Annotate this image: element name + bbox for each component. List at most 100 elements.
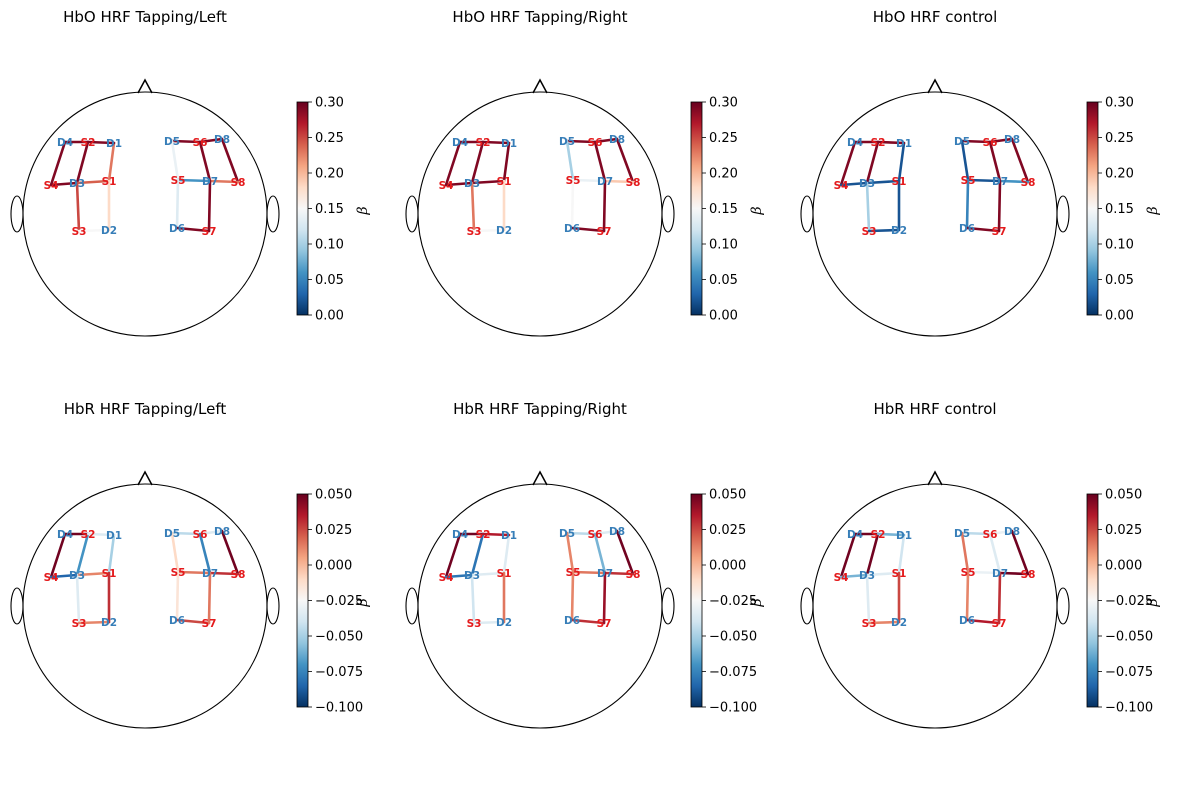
nose	[927, 78, 943, 94]
optode-label-d7: D7	[202, 568, 218, 580]
optode-label-d4: D4	[452, 137, 468, 149]
colorbar-tick-label: 0.20	[315, 167, 344, 182]
colorbar-tick-label: −0.075	[709, 665, 757, 680]
colorbar	[296, 101, 309, 316]
channel-s1-d1	[502, 533, 511, 575]
optode-label-d1: D1	[106, 138, 122, 150]
colorbar-tick-label: −0.100	[1105, 701, 1153, 716]
optode-label-s7: S7	[202, 618, 217, 630]
colorbar-tick-label: 0.10	[709, 238, 738, 253]
channel-s6-d7	[593, 532, 607, 575]
colorbar-tick-label: 0.00	[709, 309, 738, 324]
channel-s6-d7	[988, 140, 1002, 183]
channel-s5-d6	[175, 570, 180, 622]
channel-s5-d5	[960, 139, 970, 182]
channel-s1-d1	[897, 141, 906, 183]
channel-s1-d3	[470, 179, 506, 185]
optode-label-s5: S5	[961, 567, 976, 579]
optode-label-d2: D2	[496, 225, 512, 237]
optode-label-d4: D4	[57, 529, 73, 541]
channel-s4-d4	[49, 140, 67, 187]
optode-label-s8: S8	[626, 569, 641, 581]
optode-label-s6: S6	[588, 137, 603, 149]
colorbar-tick-label: 0.15	[709, 202, 738, 217]
channel-s2-d1	[876, 140, 906, 145]
channel-s7-d6	[570, 618, 606, 625]
optode-label-d8: D8	[214, 526, 230, 538]
colorbar-tick-label: 0.05	[1105, 273, 1134, 288]
channel-s4-d4	[444, 140, 462, 187]
channel-s6-d8	[198, 137, 224, 144]
optode-label-d6: D6	[169, 615, 185, 627]
channel-s3-d3	[470, 573, 476, 625]
optode-label-d3: D3	[464, 570, 480, 582]
optode-label-s4: S4	[44, 180, 59, 192]
channel-s2-d3	[75, 140, 90, 185]
left-ear	[800, 587, 814, 625]
channel-s6-d8	[988, 137, 1014, 144]
optode-label-d4: D4	[57, 137, 73, 149]
colorbar-tick-label: 0.050	[315, 488, 352, 503]
channel-s5-d5	[565, 139, 575, 182]
channel-s2-d1	[876, 532, 906, 537]
optode-label-d8: D8	[1004, 134, 1020, 146]
optode-label-d5: D5	[559, 136, 575, 148]
optode-label-s7: S7	[597, 618, 612, 630]
channel-s7-d7	[602, 179, 607, 233]
channel-s6-d8	[988, 529, 1014, 536]
optode-label-d8: D8	[1004, 526, 1020, 538]
colorbar-tick-label: −0.100	[709, 701, 757, 716]
channel-s5-d6	[570, 178, 575, 230]
channel-s5-d6	[965, 178, 970, 230]
channel-s8-d8	[220, 529, 240, 576]
channel-s8-d8	[1010, 137, 1030, 184]
left-ear	[10, 587, 24, 625]
colorbar-label: β	[1145, 206, 1161, 215]
optode-label-d5: D5	[954, 136, 970, 148]
channel-s2-d3	[865, 140, 880, 185]
colorbar-tick-label: 0.25	[1105, 131, 1134, 146]
topomap-panel-6: HbR HRF control D4 S2 D1 S4 D3 S1 S3 D2 D5 S6 D8 S5 D…	[800, 400, 1161, 729]
colorbar-tick-label: 0.30	[709, 96, 738, 111]
optode-label-d1: D1	[501, 530, 517, 542]
optode-label-d5: D5	[164, 136, 180, 148]
optode-label-s3: S3	[862, 618, 877, 630]
channel-s3-d3	[75, 181, 81, 233]
head-outline	[417, 91, 663, 337]
colorbar-tick-label: 0.025	[315, 523, 352, 538]
colorbar-tick-label: 0.025	[1105, 523, 1142, 538]
channel-s5-d5	[960, 531, 970, 574]
topomap-panel-1: HbO HRF Tapping/Left D4 S2 D1 S4 D3 S1 S3 D2 D5 S6…	[10, 8, 371, 337]
colorbar	[296, 493, 309, 708]
optode-label-s5: S5	[171, 175, 186, 187]
channel-s7-d6	[965, 226, 1001, 233]
optode-label-s2: S2	[871, 529, 886, 541]
right-ear	[661, 195, 675, 233]
channel-s4-d3	[444, 573, 474, 579]
channel-s3-d2	[77, 228, 111, 233]
optode-label-s2: S2	[476, 137, 491, 149]
channel-s7-d6	[965, 618, 1001, 625]
channel-s5-d7	[571, 570, 607, 575]
nose	[137, 470, 153, 486]
optode-label-s5: S5	[961, 175, 976, 187]
head-outline	[812, 91, 1058, 337]
optode-label-d2: D2	[891, 225, 907, 237]
optode-label-d1: D1	[501, 138, 517, 150]
colorbar-tick-label: −0.025	[315, 594, 363, 609]
optode-label-s2: S2	[81, 137, 96, 149]
optode-label-s3: S3	[467, 226, 482, 238]
head-outline	[22, 91, 268, 337]
optode-label-d3: D3	[69, 178, 85, 190]
topomap-panel-2: HbO HRF Tapping/Right D4 S2 D1 S4 D3 S1 S3 D2 D5 S…	[405, 8, 765, 337]
optode-label-s8: S8	[1021, 569, 1036, 581]
colorbar	[690, 493, 703, 708]
colorbar	[1086, 493, 1099, 708]
optode-label-s8: S8	[626, 177, 641, 189]
channel-s5-d6	[570, 570, 575, 622]
optode-label-s7: S7	[597, 226, 612, 238]
optode-label-d7: D7	[597, 176, 613, 188]
optode-label-s6: S6	[193, 529, 208, 541]
optode-label-s1: S1	[497, 176, 512, 188]
